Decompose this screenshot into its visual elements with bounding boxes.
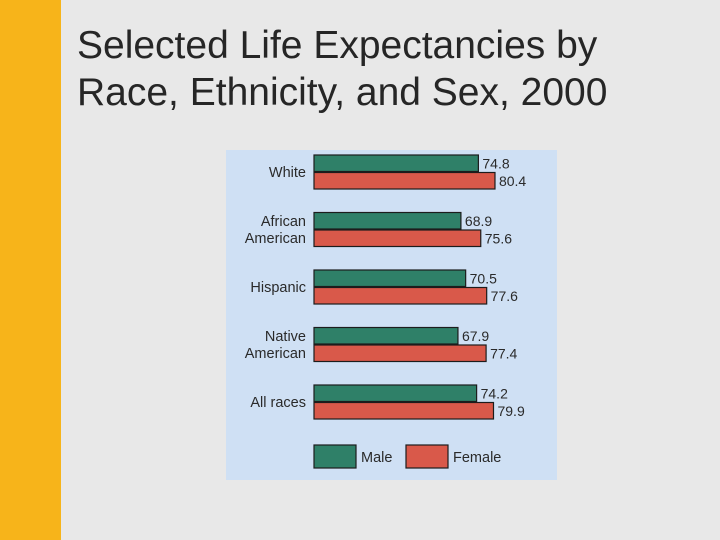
slide-title: Selected Life Expectancies by Race, Ethn… — [77, 22, 707, 116]
legend-swatch-male — [313, 444, 357, 469]
slide-title-line-1: Selected Life Expectancies by — [77, 24, 598, 67]
bar-male-hispanic — [313, 269, 467, 288]
bar-female-white — [313, 171, 496, 190]
legend-label-female: Female — [453, 450, 501, 466]
data-label-female-african-american: 75.6 — [485, 231, 512, 247]
bar-female-native-american — [313, 344, 487, 363]
bar-male-african-american — [313, 211, 462, 230]
data-label-female-white: 80.4 — [499, 173, 526, 189]
data-label-male-hispanic: 70.5 — [470, 271, 497, 287]
category-label-hispanic: Hispanic — [250, 280, 306, 296]
life-expectancy-chart: White74.880.4AfricanAmerican68.975.6Hisp… — [245, 154, 526, 469]
category-label-native-american-line-2: American — [245, 346, 306, 362]
legend-label-male: Male — [361, 450, 392, 466]
bar-male-white — [313, 154, 479, 173]
bar-male-native-american — [313, 326, 459, 345]
data-label-male-all-races: 74.2 — [481, 386, 508, 402]
category-label-african-american-line-1: African — [261, 214, 306, 230]
chart-panel: White 74.8 80.4 African American 68.9 75.6 Hisp… — [226, 150, 557, 480]
data-label-female-native-american: 77.4 — [490, 346, 517, 362]
data-label-male-white: 74.8 — [482, 156, 509, 172]
data-label-male-native-american: 67.9 — [462, 328, 489, 344]
category-label-native-american-line-1: Native — [265, 329, 306, 345]
bar-female-hispanic — [313, 286, 488, 305]
data-label-female-hispanic: 77.6 — [491, 288, 518, 304]
category-label-african-american-line-2: American — [245, 231, 306, 247]
bar-female-all-races — [313, 401, 495, 420]
category-label-all-races: All races — [250, 395, 306, 411]
slide-title-line-2: Race, Ethnicity, and Sex, 2000 — [77, 71, 608, 114]
legend-swatch-female — [405, 444, 449, 469]
accent-bar — [0, 0, 61, 540]
data-label-male-african-american: 68.9 — [465, 213, 492, 229]
bar-male-all-races — [313, 384, 478, 403]
bar-female-african-american — [313, 229, 482, 248]
category-label-white: White — [269, 165, 306, 181]
data-label-female-all-races: 79.9 — [497, 403, 524, 419]
